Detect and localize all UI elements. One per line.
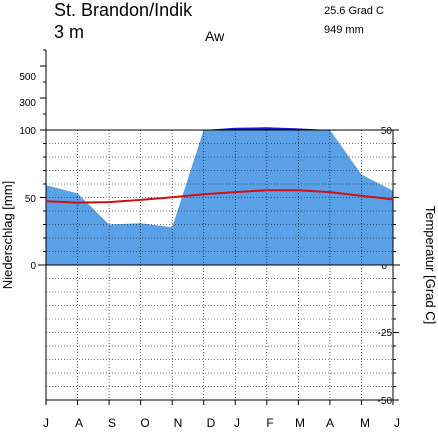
month-label: D <box>207 416 216 428</box>
month-label: F <box>266 416 273 428</box>
right-axis-title: Temperatur [Grad C] <box>423 206 438 325</box>
month-label: N <box>174 416 183 428</box>
month-label: J <box>43 416 49 428</box>
temperature-line <box>45 189 394 204</box>
right-tick-label: -25 <box>378 328 393 339</box>
month-label: M <box>360 416 370 428</box>
month-label: A <box>326 416 334 428</box>
left-tick-label: 50 <box>25 194 37 205</box>
mean-temperature: 25.6 Grad C <box>324 5 384 17</box>
left-tick-label: 0 <box>30 261 36 272</box>
station-elevation: 3 m <box>54 22 84 42</box>
plot-area <box>38 49 400 405</box>
month-label: A <box>75 416 83 428</box>
left-tick-label: 300 <box>19 98 36 109</box>
climate-class: Aw <box>205 28 225 44</box>
month-label: S <box>108 416 116 428</box>
month-label: O <box>140 416 149 428</box>
month-label: M <box>295 416 305 428</box>
left-axis-title: Niederschlag [mm] <box>0 181 15 289</box>
left-tick-label: 100 <box>19 126 36 137</box>
left-tick-label: 500 <box>19 72 36 83</box>
right-tick-label: -50 <box>378 396 393 407</box>
month-label: J <box>394 416 400 428</box>
right-tick-label: 0 <box>381 261 387 272</box>
annual-precipitation: 949 mm <box>324 24 364 36</box>
precipitation-area <box>46 130 393 265</box>
month-label: J <box>234 416 240 428</box>
station-name: St. Brandon/Indik <box>54 0 193 20</box>
right-tick-label: 50 <box>381 126 393 137</box>
precipitation-excess-area <box>46 127 393 130</box>
